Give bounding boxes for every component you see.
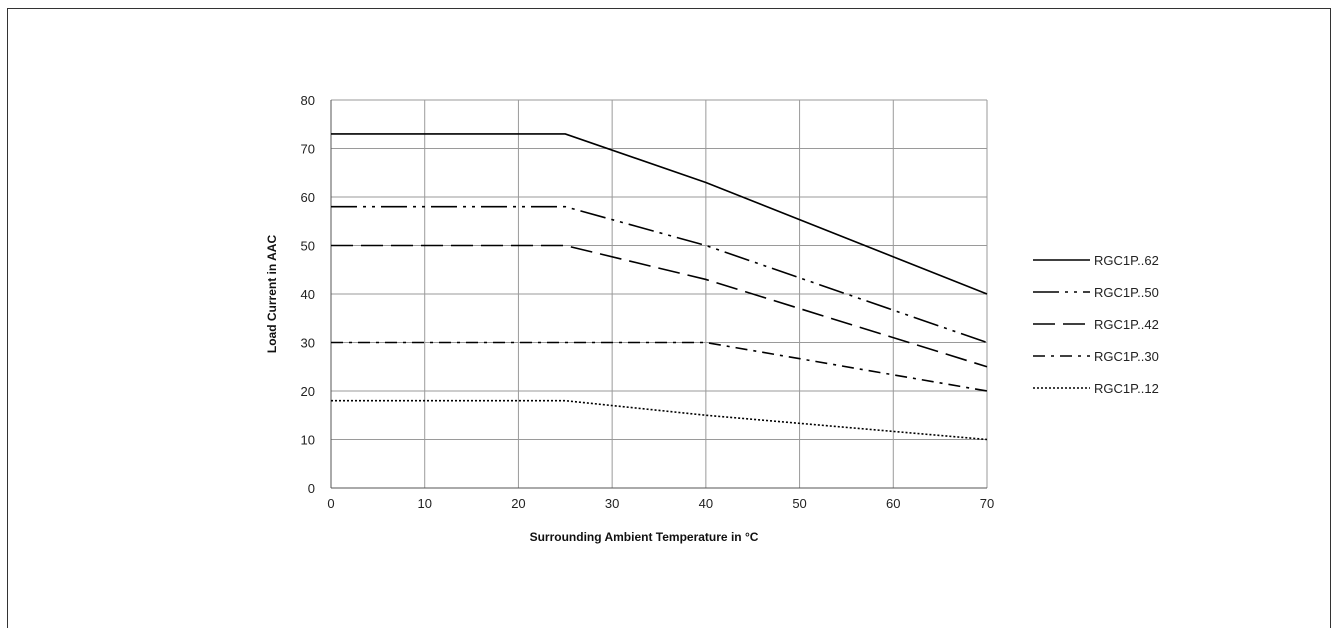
y-tick-label-6: 60: [301, 190, 315, 205]
series-lines: [331, 133, 988, 441]
series-line-rgc1p-30: [331, 341, 988, 392]
x-tick-label-3: 30: [605, 496, 619, 511]
x-tick-label-0: 0: [327, 496, 334, 511]
y-tick-label-5: 50: [301, 239, 315, 254]
x-tick-labels: 0 10 20 30 40 50 60 70: [327, 496, 994, 511]
y-tick-label-7: 70: [301, 142, 315, 157]
y-tick-label-3: 30: [301, 336, 315, 351]
legend-label-rgc1p-30: RGC1P..30: [1094, 349, 1159, 364]
x-axis-label: Surrounding Ambient Temperature in °C: [530, 530, 759, 544]
y-tick-label-4: 40: [301, 287, 315, 302]
y-tick-labels: 0 10 20 30 40 50 60 70 80: [301, 93, 315, 496]
y-axis-label: Load Current in AAC: [265, 235, 279, 354]
legend-label-rgc1p-62: RGC1P..62: [1094, 253, 1159, 268]
legend-label-rgc1p-50: RGC1P..50: [1094, 285, 1159, 300]
y-tick-label-0: 0: [308, 481, 315, 496]
y-tick-label-2: 20: [301, 384, 315, 399]
y-tick-label-1: 10: [301, 433, 315, 448]
x-tick-label-5: 50: [792, 496, 806, 511]
series-line-rgc1p-12: [331, 399, 988, 441]
x-tick-label-2: 20: [511, 496, 525, 511]
legend: RGC1P..62 RGC1P..50 RGC1P..42 RGC1P..30 RGC1…: [1033, 253, 1159, 396]
x-tick-label-7: 70: [980, 496, 994, 511]
y-tick-label-8: 80: [301, 93, 315, 108]
series-line-rgc1p-62: [331, 133, 988, 295]
legend-label-rgc1p-12: RGC1P..12: [1094, 381, 1159, 396]
x-tick-label-4: 40: [699, 496, 713, 511]
x-tick-label-6: 60: [886, 496, 900, 511]
series-line-rgc1p-42: [331, 244, 988, 368]
grid: [330, 99, 988, 489]
axes: [330, 100, 987, 489]
chart-frame: [7, 8, 1331, 628]
series-line-rgc1p-50: [331, 205, 988, 344]
legend-label-rgc1p-42: RGC1P..42: [1094, 317, 1159, 332]
x-tick-label-1: 10: [417, 496, 431, 511]
